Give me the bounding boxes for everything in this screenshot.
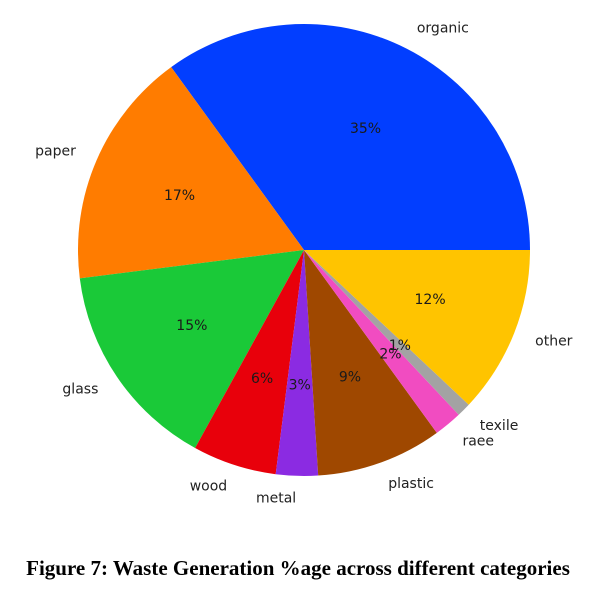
- category-label-metal: metal: [256, 490, 296, 506]
- pie-slice-texile: [304, 250, 469, 415]
- figure-caption: Figure 7: Waste Generation %age across d…: [26, 556, 570, 580]
- pie-slice-metal: [275, 250, 319, 477]
- pct-label-raee: 2%: [379, 346, 401, 362]
- category-label-organic: organic: [417, 20, 469, 36]
- category-label-wood: wood: [190, 478, 227, 494]
- pct-label-glass: 15%: [176, 318, 207, 334]
- pie-slices: [78, 24, 531, 477]
- pct-label-metal: 3%: [289, 378, 311, 394]
- category-label-other: other: [535, 334, 573, 350]
- pie-slice-wood: [195, 250, 304, 475]
- pie-slice-organic: [171, 24, 531, 250]
- category-label-paper: paper: [35, 143, 76, 159]
- pct-label-paper: 17%: [164, 188, 195, 204]
- pie-slice-paper: [78, 67, 305, 279]
- pie-slice-plastic: [304, 250, 437, 476]
- category-label-raee: raee: [462, 434, 494, 450]
- category-label-plastic: plastic: [388, 476, 434, 492]
- pct-label-plastic: 9%: [339, 370, 361, 386]
- pie-slice-glass: [79, 250, 304, 449]
- percent-labels: 35% 17% 15% 6% 3% 9% 2%1% 12%: [164, 121, 446, 393]
- pie-slice-raee: [304, 250, 459, 433]
- category-label-texile: texile: [480, 418, 519, 434]
- category-label-glass: glass: [62, 382, 98, 398]
- pct-label-wood: 6%: [251, 371, 273, 387]
- pie-chart: 35% 17% 15% 6% 3% 9% 2%1% 12% organic paper glass…: [35, 20, 573, 506]
- pct-label-texile: 1%: [389, 338, 411, 354]
- pct-label-other: 12%: [415, 292, 446, 308]
- pie-slice-other: [304, 250, 530, 405]
- category-labels: organic paper glass wood metal plastic raeetex…: [35, 20, 573, 506]
- pct-label-organic: 35%: [350, 121, 381, 137]
